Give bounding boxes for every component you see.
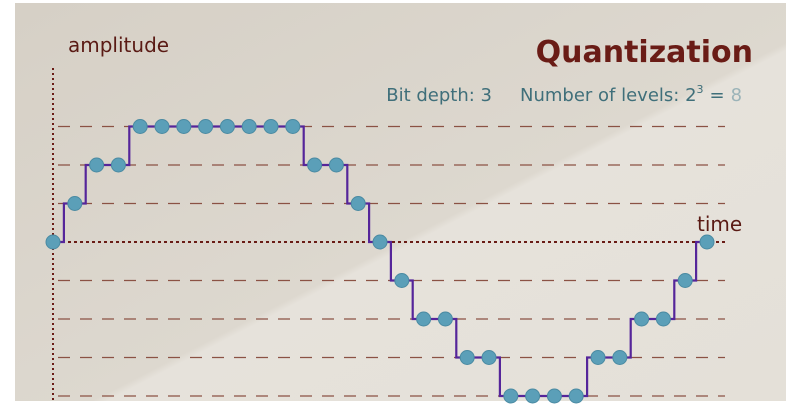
sample-point (132, 119, 148, 134)
y-axis-label: amplitude (68, 33, 169, 57)
sample-point (568, 388, 584, 404)
sample-point (525, 388, 541, 404)
sample-point (176, 119, 192, 134)
sample-point (437, 311, 453, 327)
sample-point (110, 157, 126, 173)
levels-exponent: 3 (697, 83, 704, 96)
sample-point (45, 234, 61, 250)
sample-point (285, 119, 301, 134)
sample-point (350, 196, 366, 211)
sample-point (590, 350, 606, 365)
title: Quantization (536, 35, 753, 70)
sample-point (198, 119, 214, 134)
sample-point (241, 119, 257, 134)
levels-label: Number of levels: 2 (520, 85, 697, 106)
sample-point (89, 157, 105, 173)
sample-point (634, 311, 650, 327)
levels-equals: = (710, 85, 725, 106)
sample-point (503, 388, 519, 404)
sample-point (372, 234, 388, 250)
sample-point (612, 350, 628, 365)
sample-point (219, 119, 235, 134)
background (15, 3, 786, 401)
sample-point (655, 311, 671, 327)
sample-point (481, 350, 497, 365)
sample-point (677, 273, 693, 288)
sample-point (459, 350, 475, 365)
sample-point (67, 196, 83, 211)
sample-point (546, 388, 562, 404)
sample-point (307, 157, 323, 173)
levels-info: Number of levels: 23 = 8 (520, 83, 742, 106)
levels-result: 8 (731, 85, 742, 106)
bit-depth: Bit depth: 3 (386, 85, 492, 106)
sample-point (394, 273, 410, 288)
sample-point (416, 311, 432, 327)
sample-point (699, 234, 715, 250)
sample-point (263, 119, 279, 134)
sample-point (328, 157, 344, 173)
plot (45, 119, 725, 404)
x-axis-label: time (697, 212, 742, 236)
sample-point (154, 119, 170, 134)
